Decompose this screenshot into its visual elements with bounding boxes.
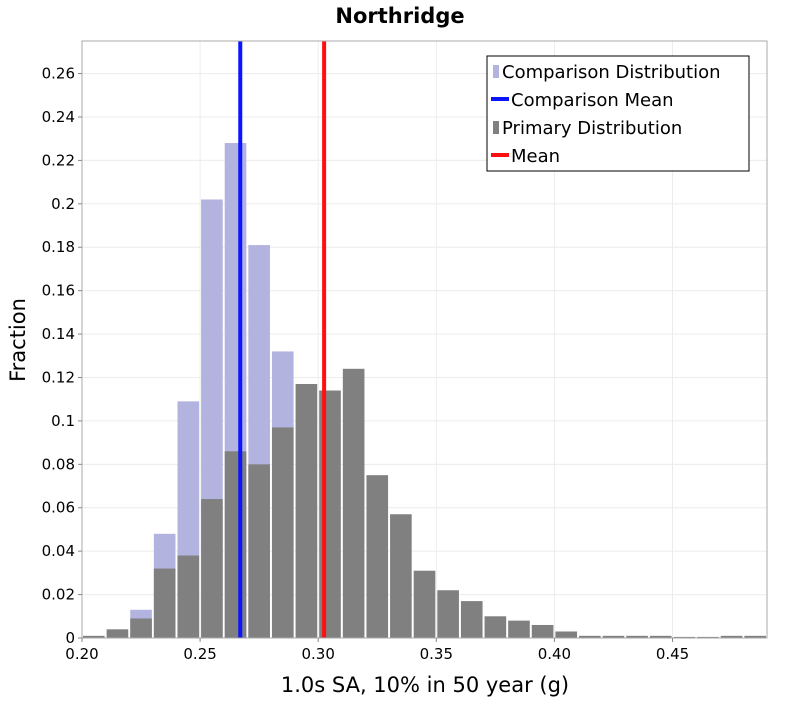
x-tick-label: 0.30 [302, 645, 335, 663]
mean-lines [238, 41, 327, 638]
legend: Comparison Distribution Comparison Mean Pr… [486, 55, 750, 172]
legend-box [486, 55, 750, 172]
primary-bar [413, 570, 436, 638]
x-tick-label: 0.35 [420, 645, 453, 663]
primary-bar [248, 464, 270, 638]
primary-bar [484, 616, 507, 638]
primary-bar [744, 635, 766, 638]
legend-label: Comparison Distribution [502, 62, 721, 83]
y-tick-label: 0.2 [51, 195, 75, 213]
plot-border [81, 40, 768, 639]
primary-bar [437, 590, 459, 638]
primary-bar [673, 636, 696, 638]
y-axis-label: Fraction [6, 298, 30, 382]
primary-bar [271, 427, 294, 638]
primary-bar [390, 514, 412, 638]
primary-bar [106, 629, 129, 638]
primary-bar [201, 499, 223, 638]
y-tick-label: 0.06 [42, 499, 75, 517]
legend-item: Comparison Distribution [493, 62, 721, 83]
legend-label: Primary Distribution [502, 118, 682, 139]
y-tick-label: 0.1 [51, 412, 75, 430]
primary-bar [460, 601, 483, 638]
primary-bar [697, 636, 719, 638]
y-tick-label: 0.04 [42, 542, 75, 560]
primary-bar [602, 635, 625, 638]
x-axis-label: 1.0s SA, 10% in 50 year (g) [281, 673, 569, 697]
primary-bar [649, 635, 672, 638]
x-tick-label: 0.20 [65, 645, 98, 663]
primary-bar [177, 555, 200, 638]
y-tick-label: 0.02 [42, 586, 75, 604]
primary-bar [295, 384, 318, 638]
primary-bars [83, 368, 766, 638]
x-axis-ticks: 0.20 0.25 0.30 0.35 0.40 0.45 [65, 638, 689, 663]
legend-item: Primary Distribution [493, 118, 682, 139]
x-tick-label: 0.45 [656, 645, 689, 663]
primary-bar [720, 635, 743, 638]
primary-bar [508, 620, 530, 638]
y-tick-label: 0.26 [42, 65, 75, 83]
y-tick-label: 0.08 [42, 455, 75, 473]
legend-swatch [493, 121, 499, 134]
primary-bar [626, 635, 648, 638]
primary-bar [555, 631, 578, 638]
y-tick-label: 0.14 [42, 325, 75, 343]
primary-bar [130, 618, 152, 638]
legend-label: Mean [511, 146, 560, 167]
y-axis-ticks: 0 0.02 0.04 0.06 0.08 0.1 0.12 0.14 0.16 0.18 0.2 0… [42, 65, 82, 647]
y-tick-label: 0 [65, 629, 75, 647]
primary-bar [224, 451, 247, 638]
y-tick-label: 0.24 [42, 108, 75, 126]
y-tick-label: 0.22 [42, 151, 75, 169]
primary-bar [153, 568, 176, 638]
primary-bar [366, 475, 389, 638]
y-tick-label: 0.18 [42, 238, 75, 256]
legend-label: Comparison Mean [511, 90, 674, 111]
primary-bar [83, 635, 105, 638]
legend-item: Mean [491, 146, 560, 167]
x-tick-label: 0.25 [183, 645, 216, 663]
primary-bar [342, 368, 365, 638]
y-tick-label: 0.16 [42, 282, 75, 300]
legend-item: Comparison Mean [491, 90, 674, 111]
legend-swatch [493, 65, 499, 78]
primary-bar [579, 635, 601, 638]
x-tick-label: 0.40 [538, 645, 571, 663]
primary-bar [531, 624, 554, 638]
chart-title: Northridge [335, 4, 464, 28]
y-tick-label: 0.12 [42, 368, 75, 386]
